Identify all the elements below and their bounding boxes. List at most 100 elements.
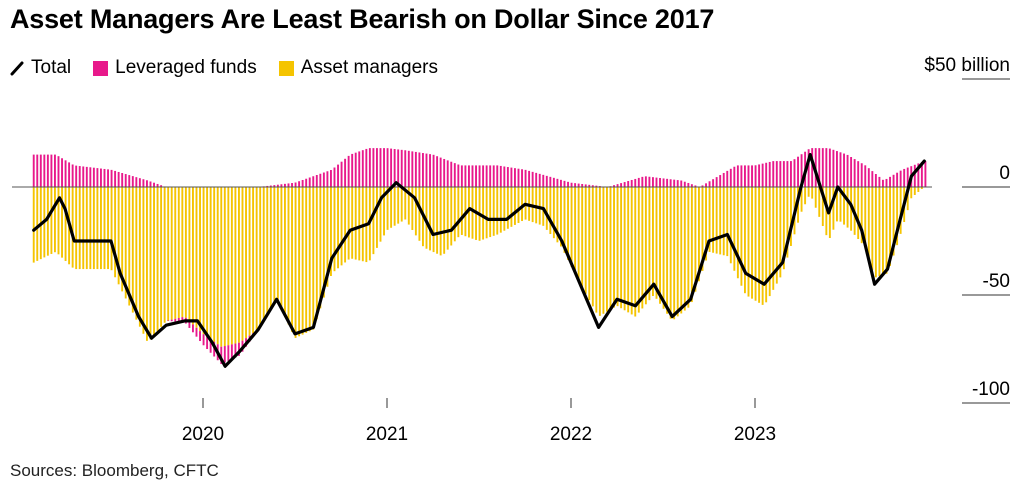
bar-asset-managers xyxy=(889,187,891,266)
bar-asset-managers xyxy=(220,187,223,347)
bar-asset-managers xyxy=(351,187,354,259)
bar-asset-managers xyxy=(701,187,704,271)
bar-leveraged-funds xyxy=(772,161,775,187)
bar-asset-managers xyxy=(712,187,715,253)
bar-asset-managers xyxy=(117,187,120,285)
bar-asset-managers xyxy=(308,187,311,332)
bar-asset-managers xyxy=(255,187,258,331)
bar-asset-managers xyxy=(574,187,577,275)
bar-asset-managers xyxy=(85,187,88,270)
y-tick-label: -100 xyxy=(972,379,1010,400)
bar-asset-managers xyxy=(644,187,647,305)
bar-asset-managers xyxy=(882,187,884,275)
bar-leveraged-funds xyxy=(906,167,909,187)
bar-asset-managers xyxy=(552,187,555,239)
bar-asset-managers xyxy=(503,187,506,231)
bar-asset-managers xyxy=(177,187,180,318)
bar-asset-managers xyxy=(818,187,821,217)
bar-asset-managers xyxy=(708,187,711,252)
bar-leveraged-funds xyxy=(899,170,902,187)
bar-leveraged-funds xyxy=(460,165,463,187)
bar-leveraged-funds xyxy=(843,153,845,187)
bar-leveraged-funds xyxy=(506,167,509,187)
bar-asset-managers xyxy=(506,187,509,229)
bar-leveraged-funds xyxy=(832,149,835,187)
bar-asset-managers xyxy=(910,187,913,199)
bar-leveraged-funds xyxy=(896,172,899,187)
bar-leveraged-funds xyxy=(142,179,145,187)
bar-leveraged-funds xyxy=(751,165,753,187)
bar-leveraged-funds xyxy=(291,183,293,187)
x-tick-label: 2023 xyxy=(734,424,776,445)
bar-asset-managers xyxy=(857,187,860,240)
bar-asset-managers xyxy=(330,187,332,276)
bar-leveraged-funds xyxy=(464,165,467,187)
bar-asset-managers xyxy=(92,187,95,270)
bar-leveraged-funds xyxy=(82,166,85,187)
bar-leveraged-funds xyxy=(733,166,736,187)
bar-asset-managers xyxy=(393,187,396,226)
bar-asset-managers xyxy=(655,187,658,299)
bar-asset-managers xyxy=(517,187,520,223)
bar-asset-managers xyxy=(397,187,400,224)
bar-asset-managers xyxy=(698,187,700,282)
bar-leveraged-funds xyxy=(489,165,492,187)
bar-leveraged-funds xyxy=(690,184,693,187)
total-line-layer xyxy=(32,153,926,368)
bar-asset-managers xyxy=(609,187,612,310)
bar-leveraged-funds xyxy=(627,181,630,187)
bar-leveraged-funds xyxy=(230,344,233,360)
bar-leveraged-funds xyxy=(326,171,329,187)
bar-asset-managers xyxy=(446,187,449,250)
bar-asset-managers xyxy=(814,187,817,208)
bar-leveraged-funds xyxy=(662,178,665,187)
bar-leveraged-funds xyxy=(117,171,120,187)
bar-asset-managers xyxy=(110,187,113,271)
bar-leveraged-funds xyxy=(89,167,92,187)
bar-leveraged-funds xyxy=(874,174,877,187)
bar-asset-managers xyxy=(64,187,67,261)
bar-leveraged-funds xyxy=(280,184,283,187)
bar-asset-managers xyxy=(747,187,750,297)
bar-leveraged-funds xyxy=(839,152,842,187)
bar-asset-managers xyxy=(906,187,909,211)
bar-leveraged-funds xyxy=(227,345,230,361)
bar-leveraged-funds xyxy=(867,168,870,187)
bar-asset-managers xyxy=(50,187,53,254)
bar-leveraged-funds xyxy=(641,176,644,187)
bar-leveraged-funds xyxy=(135,177,138,187)
x-axis: 2020 2021 2022 2023 xyxy=(182,398,776,445)
bar-asset-managers xyxy=(195,187,198,328)
bar-asset-managers xyxy=(107,187,109,270)
bar-leveraged-funds xyxy=(36,154,39,187)
bar-asset-managers xyxy=(535,187,538,224)
legend-item-leveraged-funds: Leveraged funds xyxy=(93,57,257,79)
bar-asset-managers xyxy=(227,187,230,346)
bar-leveraged-funds xyxy=(308,177,311,187)
bar-leveraged-funds xyxy=(269,185,272,187)
bar-leveraged-funds xyxy=(584,184,587,187)
bar-asset-managers xyxy=(598,187,601,316)
bar-asset-managers xyxy=(305,187,308,333)
bar-asset-managers xyxy=(804,187,807,205)
bar-asset-managers xyxy=(32,187,35,263)
bar-leveraged-funds xyxy=(811,148,814,187)
bar-asset-managers xyxy=(602,187,605,314)
bar-leveraged-funds xyxy=(358,151,361,187)
bar-leveraged-funds xyxy=(499,165,502,187)
legend-swatch-leveraged-funds xyxy=(93,60,109,76)
bar-leveraged-funds xyxy=(446,160,449,187)
bar-asset-managers xyxy=(637,187,640,313)
bar-leveraged-funds xyxy=(492,165,495,187)
bar-leveraged-funds xyxy=(107,169,109,187)
bar-leveraged-funds xyxy=(574,183,577,187)
bar-leveraged-funds xyxy=(882,179,884,187)
bar-asset-managers xyxy=(758,187,761,303)
bar-asset-managers xyxy=(188,187,191,322)
bar-leveraged-funds xyxy=(39,154,42,187)
bar-leveraged-funds xyxy=(673,179,676,187)
bar-asset-managers xyxy=(744,187,746,294)
bar-asset-managers xyxy=(800,187,803,212)
bar-asset-managers xyxy=(913,187,916,195)
bar-leveraged-funds xyxy=(103,168,106,187)
